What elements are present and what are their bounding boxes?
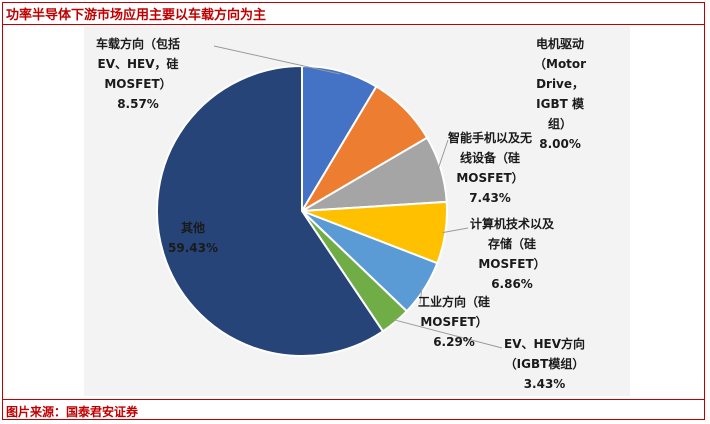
leader-line-vehicle xyxy=(213,45,340,75)
slice-value-motor-drive: 8.00% xyxy=(539,137,581,151)
slice-name-other: 其他 xyxy=(180,221,205,235)
slice-value-smartphone: 7.43% xyxy=(469,191,511,205)
slice-value-computing: 6.86% xyxy=(491,277,533,291)
leader-line-smartphone xyxy=(437,139,449,170)
slice-value-ev-igbt: 3.43% xyxy=(523,377,566,391)
figure-source: 图片来源：国泰君安证券 xyxy=(6,405,139,419)
slice-name-ev-igbt: EV、HEV方向 （IGBT模组） xyxy=(504,337,586,371)
pie-slice-other xyxy=(156,64,385,357)
slice-value-vehicle: 8.57% xyxy=(117,97,159,111)
slice-value-other: 59.43% xyxy=(168,241,218,255)
slice-value-industrial: 6.29% xyxy=(433,335,475,349)
slice-label-motor-drive: 电机驱动 （Motor Drive， IGBT 模 组） 8.00% xyxy=(534,34,586,154)
source-divider xyxy=(3,399,704,400)
slice-name-vehicle: 车载方向（包括 EV、HEV，硅 MOSFET） xyxy=(96,37,181,91)
slice-name-smartphone: 智能手机以及无 线设备（硅 MOSFET） xyxy=(448,131,533,185)
slice-label-smartphone: 智能手机以及无 线设备（硅 MOSFET） 7.43% xyxy=(448,128,532,208)
slice-name-industrial: 工业方向（硅 MOSFET） xyxy=(418,295,491,329)
title-divider xyxy=(3,24,704,25)
figure-title: 功率半导体下游市场应用主要以车载方向为主 xyxy=(6,8,267,23)
slice-label-industrial: 工业方向（硅 MOSFET） 6.29% xyxy=(418,292,490,352)
slice-name-computing: 计算机技术以及 存储（硅 MOSFET） xyxy=(470,217,555,271)
slice-label-computing: 计算机技术以及 存储（硅 MOSFET） 6.86% xyxy=(470,214,554,294)
slice-label-ev-igbt: EV、HEV方向 （IGBT模组） 3.43% xyxy=(504,334,585,394)
slice-label-other: 其他 59.43% xyxy=(168,218,218,258)
leader-line-computing xyxy=(442,227,469,234)
leader-line-ev-igbt xyxy=(393,319,503,349)
figure-frame xyxy=(2,2,705,420)
slice-name-motor-drive: 电机驱动 （Motor Drive， IGBT 模 组） xyxy=(534,37,587,131)
leader-line-industrial xyxy=(419,287,423,305)
slice-label-vehicle: 车载方向（包括 EV、HEV，硅 MOSFET） 8.57% xyxy=(96,34,180,114)
